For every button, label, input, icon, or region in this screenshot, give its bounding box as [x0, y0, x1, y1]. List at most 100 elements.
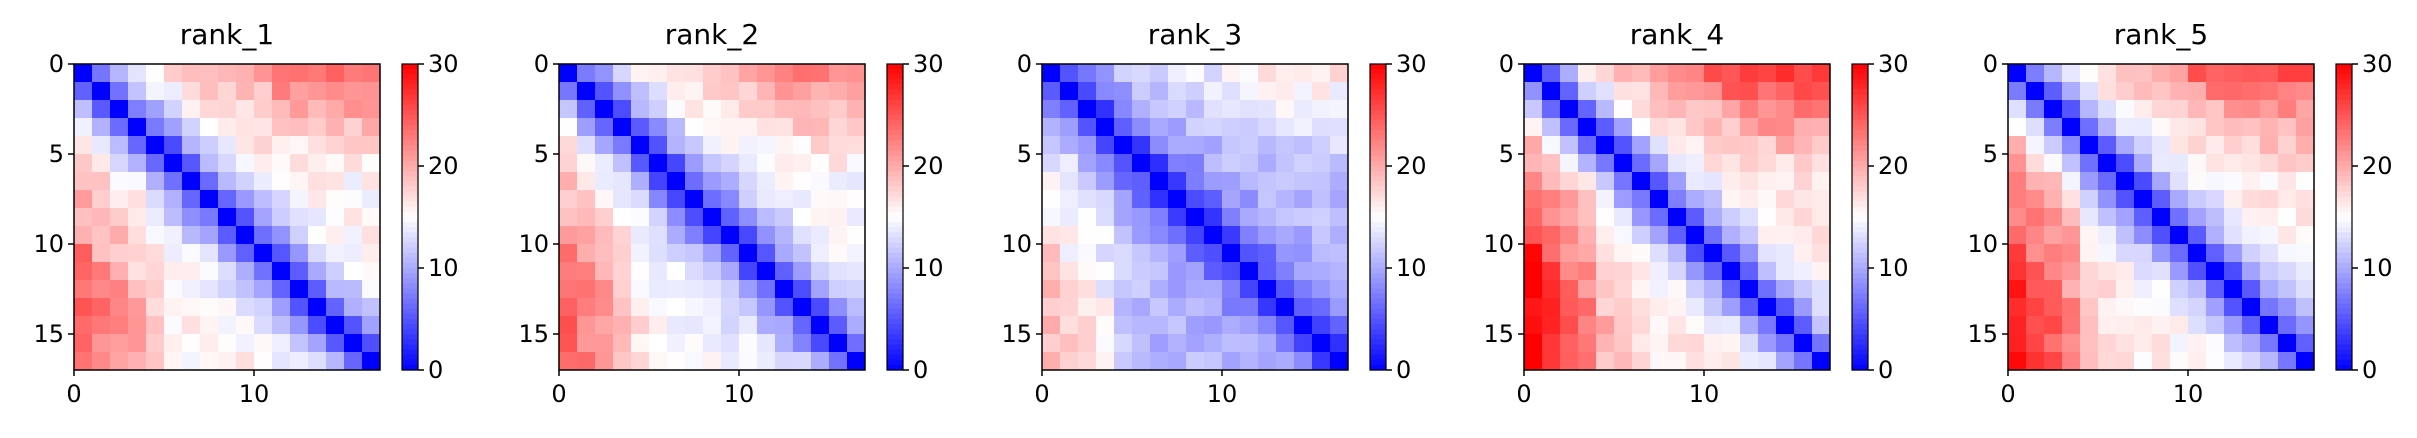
heatmap-cell	[847, 298, 866, 317]
heatmap-cell	[2116, 334, 2135, 353]
heatmap-cell	[200, 262, 219, 281]
colorbar-segment	[887, 109, 903, 116]
heatmap-cell	[1650, 64, 1669, 83]
heatmap-cell	[1168, 262, 1187, 281]
heatmap-cell	[667, 190, 686, 209]
heatmap-cell	[200, 100, 219, 119]
heatmap-cell	[2062, 352, 2081, 371]
heatmap-cell	[1794, 316, 1813, 335]
heatmap-cell	[326, 100, 345, 119]
colorbar-segment	[887, 145, 903, 152]
heatmap-cell	[1312, 136, 1331, 155]
heatmap-cell	[110, 154, 129, 173]
colorbar-segment	[402, 171, 418, 177]
heatmap-cell	[2134, 298, 2153, 317]
y-tick-label: 0	[49, 50, 64, 78]
colorbar-segment	[2336, 211, 2352, 218]
heatmap-cell	[757, 208, 776, 227]
heatmap-cell	[1560, 190, 1579, 209]
heatmap-cell	[1096, 208, 1115, 227]
heatmap-cell	[1722, 190, 1741, 209]
colorbar-segment	[1370, 288, 1386, 295]
heatmap-cell	[703, 172, 722, 191]
heatmap-cell	[2152, 100, 2171, 119]
heatmap-cell	[308, 136, 327, 155]
heatmap-cell	[290, 136, 309, 155]
heatmap-cell	[1078, 280, 1097, 299]
heatmap-cell	[1222, 190, 1241, 209]
heatmap-cell	[254, 298, 273, 317]
heatmap-cell	[1114, 262, 1133, 281]
heatmap-cell	[1312, 352, 1331, 371]
heatmap-cell	[631, 64, 650, 83]
heatmap-cell	[1596, 82, 1615, 101]
heatmap-cell	[2170, 118, 2189, 137]
heatmap-cell	[2044, 100, 2063, 119]
heatmap-cell	[847, 280, 866, 299]
heatmap-cell	[254, 136, 273, 155]
colorbar-segment	[887, 359, 903, 366]
colorbar-segment	[1852, 354, 1868, 361]
heatmap-cell	[200, 154, 219, 173]
heatmap-cell	[577, 136, 596, 155]
heatmap-cell	[1722, 100, 1741, 119]
colorbar-segment	[1370, 319, 1386, 325]
colorbar-tick-label: 20	[1396, 152, 1427, 180]
heatmap-cell	[1560, 154, 1579, 173]
colorbar-segment	[887, 135, 903, 142]
heatmap-cell	[1114, 226, 1133, 245]
colorbar-segment	[1852, 222, 1868, 228]
heatmap-cell	[2098, 334, 2117, 353]
heatmap-cell	[2008, 100, 2027, 119]
heatmap-cell	[1740, 280, 1759, 299]
colorbar-segment	[2336, 94, 2352, 101]
heatmap-cell	[2098, 208, 2117, 227]
heatmap-cell	[559, 280, 578, 299]
colorbar-segment	[1370, 150, 1386, 157]
heatmap-cell	[1312, 316, 1331, 335]
heatmap-cell	[1330, 64, 1349, 83]
colorbar-segment	[1852, 186, 1868, 193]
colorbar-segment	[1370, 99, 1386, 106]
heatmap-cell	[1794, 172, 1813, 191]
heatmap-cell	[2188, 334, 2207, 353]
heatmap-cell	[2170, 190, 2189, 209]
heatmap-cell	[577, 262, 596, 281]
heatmap-cell	[667, 82, 686, 101]
colorbar-segment	[1370, 344, 1386, 351]
heatmap-cell	[2116, 244, 2135, 263]
heatmap-cell	[1150, 298, 1169, 317]
heatmap-cell	[2062, 280, 2081, 299]
heatmap-cell	[577, 298, 596, 317]
heatmap-cell	[1704, 64, 1723, 83]
colorbar-segment	[402, 237, 418, 244]
heatmap-cell	[631, 316, 650, 335]
heatmap-cell	[559, 334, 578, 353]
heatmap-cell	[2062, 208, 2081, 227]
heatmap-cell	[1042, 244, 1061, 263]
colorbar-segment	[887, 201, 903, 208]
heatmap-cell	[1150, 190, 1169, 209]
colorbar-segment	[887, 349, 903, 356]
colorbar-segment	[1370, 237, 1386, 244]
heatmap-cell	[685, 136, 704, 155]
x-tick-label: 0	[2000, 380, 2015, 408]
heatmap-cell	[254, 226, 273, 245]
heatmap-cell	[811, 100, 830, 119]
heatmap-cell	[128, 244, 147, 263]
heatmap-cell	[2116, 64, 2135, 83]
colorbar-segment	[402, 329, 418, 335]
heatmap-cell	[775, 136, 794, 155]
heatmap-cell	[1542, 118, 1561, 137]
panel-title: rank_3	[1148, 18, 1242, 51]
heatmap-cell	[110, 244, 129, 263]
heatmap-cell	[2008, 208, 2027, 227]
heatmap-cell	[1096, 82, 1115, 101]
colorbar-segment	[402, 278, 418, 284]
heatmap-cell	[829, 64, 848, 83]
heatmap-cell	[1614, 136, 1633, 155]
heatmap-cell	[649, 208, 668, 227]
heatmap-cell	[74, 82, 93, 101]
heatmap-cell	[793, 244, 812, 263]
